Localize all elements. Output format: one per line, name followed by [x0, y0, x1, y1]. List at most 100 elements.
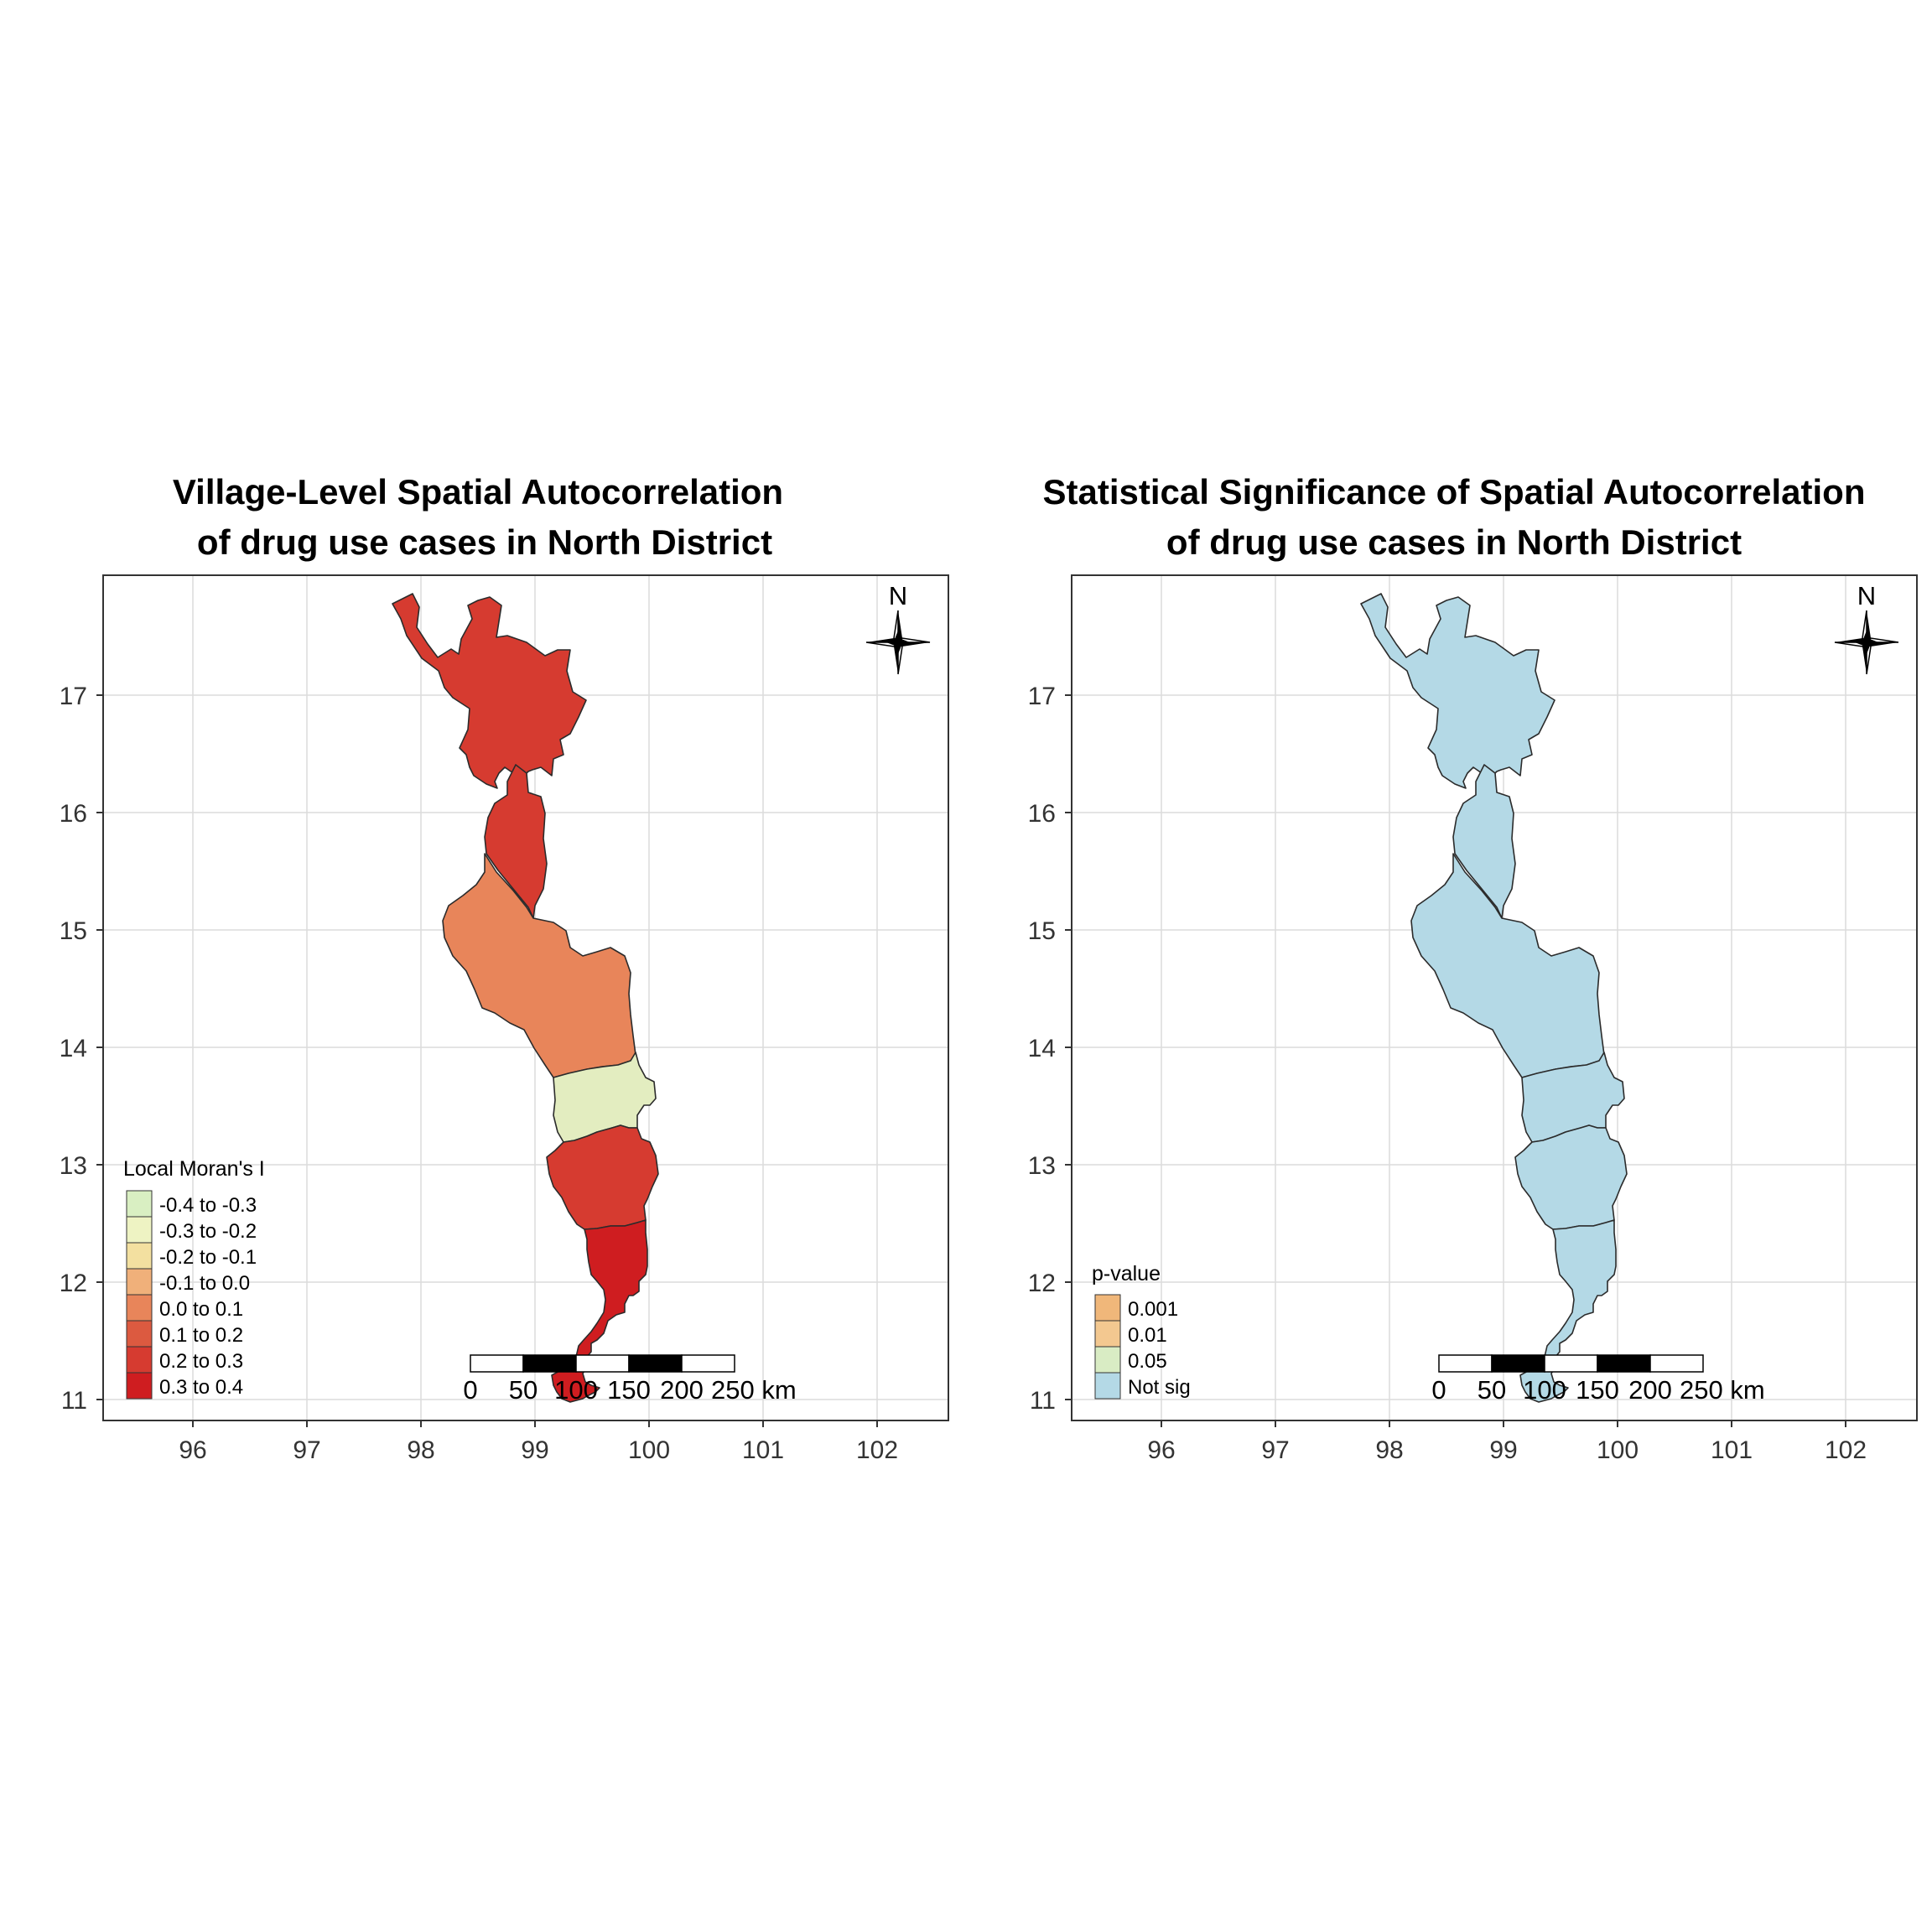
scale-bar-label: 250 km — [1680, 1375, 1765, 1405]
scale-bar-label: 150 — [1576, 1375, 1619, 1405]
region-upper-middle — [1452, 764, 1516, 919]
x-tick-label: 98 — [407, 1436, 434, 1464]
scale-bar-segment — [1649, 1354, 1704, 1373]
y-tick-label: 14 — [60, 1035, 87, 1062]
scale-bar-label: 50 — [509, 1375, 538, 1405]
y-tick-label: 12 — [1028, 1270, 1056, 1297]
district-polygons — [392, 593, 659, 1403]
map-title-line-2: of drug use cases in North District — [197, 522, 772, 562]
scale-bar-label: 150 — [607, 1375, 651, 1405]
y-tick-label: 14 — [1028, 1035, 1056, 1062]
legend-swatch — [126, 1320, 153, 1348]
scale-bar-segment — [1491, 1354, 1545, 1373]
map-title-line-2: of drug use cases in North District — [1166, 522, 1742, 562]
y-tick-label: 12 — [60, 1270, 87, 1297]
legend-label: -0.3 to -0.2 — [159, 1220, 257, 1243]
legend-swatch — [126, 1372, 153, 1400]
north-arrow-label: N — [889, 581, 907, 610]
scale-bar-label: 250 km — [711, 1375, 797, 1405]
legend-label: Not sig — [1128, 1376, 1191, 1399]
y-tick-label: 11 — [61, 1387, 87, 1415]
scale-bar-label: 100 — [554, 1375, 598, 1405]
compass-rose-icon — [1834, 610, 1899, 675]
legend-label: 0.1 to 0.2 — [159, 1324, 243, 1347]
scale-bar-segment — [681, 1354, 735, 1373]
region-upper-middle — [484, 764, 548, 919]
scale-bar-segment — [522, 1354, 577, 1373]
legend-swatch — [126, 1268, 153, 1296]
legend-label: 0.01 — [1128, 1324, 1167, 1347]
scale-bar-segment — [470, 1354, 524, 1373]
legend-swatch — [126, 1216, 153, 1244]
legend-label: 0.001 — [1128, 1298, 1178, 1321]
legend-title: Local Moran's I — [123, 1157, 265, 1181]
scale-bar-segment — [575, 1354, 630, 1373]
y-tick-label: 17 — [1028, 683, 1056, 710]
legend: p-value 0.001 0.01 0.05 Not sig — [1092, 1262, 1191, 1400]
y-tick-label: 15 — [60, 917, 87, 945]
x-tick-label: 99 — [1489, 1436, 1517, 1464]
x-axis: 96 97 98 99 100 101 102 — [1147, 1420, 1867, 1464]
x-axis: 96 97 98 99 100 101 102 — [179, 1420, 898, 1464]
legend-swatch — [126, 1346, 153, 1374]
local-morans-i-map: Village-Level Spatial Autocorrelation of… — [60, 472, 949, 1464]
y-tick-label: 13 — [1028, 1152, 1056, 1180]
scale-bar-label: 200 — [660, 1375, 704, 1405]
north-arrow: N — [1834, 581, 1899, 675]
map-title-line-1: Statistical Significance of Spatial Auto… — [1043, 472, 1866, 512]
legend-swatch — [1094, 1320, 1121, 1348]
panel-border — [102, 574, 949, 1421]
x-tick-label: 101 — [1711, 1436, 1753, 1464]
legend-label: 0.3 to 0.4 — [159, 1376, 243, 1399]
legend-label: 0.2 to 0.3 — [159, 1350, 243, 1373]
north-arrow: N — [865, 581, 931, 675]
y-tick-label: 13 — [60, 1152, 87, 1180]
x-tick-label: 100 — [628, 1436, 670, 1464]
legend-swatch — [1094, 1346, 1121, 1374]
x-tick-label: 100 — [1597, 1436, 1639, 1464]
y-axis: 11 12 13 14 15 16 17 — [60, 683, 103, 1415]
x-tick-label: 102 — [1825, 1436, 1867, 1464]
x-tick-label: 98 — [1375, 1436, 1403, 1464]
region-southern — [551, 1219, 648, 1403]
legend-swatch — [126, 1294, 153, 1322]
legend-swatch — [126, 1242, 153, 1270]
x-tick-label: 99 — [521, 1436, 548, 1464]
region-northern — [392, 593, 587, 789]
scale-bar: 0 50 100 150 200 250 km — [1431, 1354, 1765, 1405]
y-tick-label: 16 — [60, 800, 87, 828]
region-southern — [1519, 1219, 1617, 1403]
x-tick-label: 96 — [179, 1436, 206, 1464]
y-tick-label: 17 — [60, 683, 87, 710]
scale-bar-segment — [1438, 1354, 1493, 1373]
legend-title: p-value — [1092, 1262, 1161, 1285]
scale-bar-label: 50 — [1478, 1375, 1506, 1405]
legend-label: 0.05 — [1128, 1350, 1167, 1373]
legend-swatch — [1094, 1372, 1121, 1400]
legend-label: -0.4 to -0.3 — [159, 1194, 257, 1217]
scale-bar-label: 0 — [463, 1375, 477, 1405]
district-polygons — [1360, 593, 1628, 1403]
legend-swatch — [126, 1190, 153, 1218]
scale-bar-label: 100 — [1523, 1375, 1566, 1405]
y-tick-label: 16 — [1028, 800, 1056, 828]
x-tick-label: 96 — [1147, 1436, 1175, 1464]
legend-label: 0.0 to 0.1 — [159, 1298, 243, 1321]
north-arrow-label: N — [1857, 581, 1876, 610]
panel-border — [1071, 574, 1918, 1421]
scale-bar-segment — [628, 1354, 683, 1373]
legend-swatch — [1094, 1294, 1121, 1322]
scale-bar-segment — [1544, 1354, 1598, 1373]
y-tick-label: 15 — [1028, 917, 1056, 945]
scale-bar-segment — [1597, 1354, 1651, 1373]
legend-label: -0.2 to -0.1 — [159, 1246, 257, 1269]
map-title-line-1: Village-Level Spatial Autocorrelation — [173, 472, 783, 512]
y-tick-label: 11 — [1030, 1387, 1056, 1415]
y-axis: 11 12 13 14 15 16 17 — [1028, 683, 1072, 1415]
x-tick-label: 102 — [856, 1436, 898, 1464]
x-tick-label: 97 — [293, 1436, 320, 1464]
region-lower-central — [546, 1124, 659, 1230]
scale-bar: 0 50 100 150 200 250 km — [463, 1354, 797, 1405]
region-northern — [1360, 593, 1555, 789]
